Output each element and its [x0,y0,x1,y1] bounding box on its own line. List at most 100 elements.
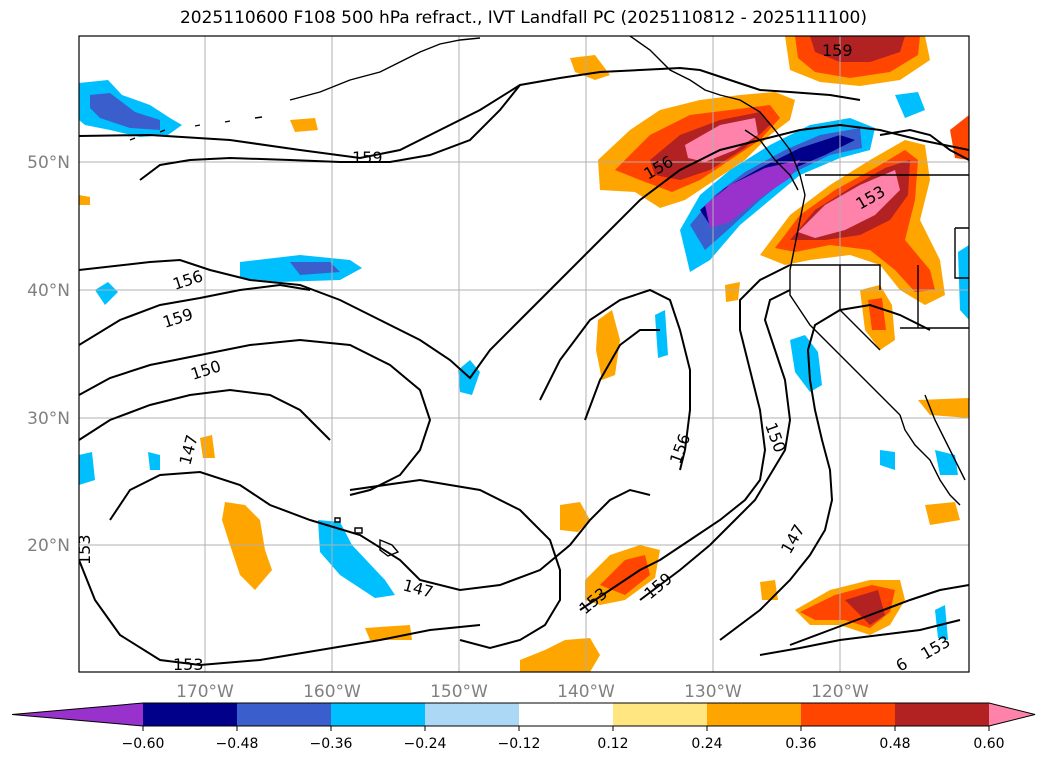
colorbar-segment [237,703,332,726]
colorbar-segment [425,703,520,726]
negative-anomaly-area [90,93,160,130]
negative-anomaly-area [79,452,95,485]
negative-anomaly-area [290,262,340,275]
negative-anomaly-area [880,450,895,470]
contour-line [139,84,521,181]
positive-anomaly-area [798,170,900,238]
positive-anomaly-area [200,435,215,458]
colorbar-segment [613,703,708,726]
map-grid [79,36,969,672]
hawaii-island [334,517,341,523]
positive-anomaly-area [596,310,620,380]
positive-anomaly-area [810,36,905,62]
negative-anomaly-area [935,450,958,475]
negative-anomaly-area [655,310,668,358]
plot-frame [78,35,970,673]
lon-label: 120°W [811,682,869,702]
lat-label: 30°N [27,409,70,429]
contour-label: 159 [352,148,383,167]
colorbar-segment [143,703,238,726]
lat-label: 20°N [27,536,70,556]
colorbar-tick-label: −0.60 [122,736,165,752]
positive-anomaly-area [725,282,740,302]
negative-anomaly-area [958,245,969,320]
colorbar-tick-label: 0.36 [785,736,816,752]
positive-anomaly-area [760,580,778,600]
contour-line [584,329,660,421]
aleutian-islands [129,116,263,141]
colorbar-tick-label: −0.36 [310,736,353,752]
contour-line [79,123,969,380]
contour-line [719,303,931,641]
positive-anomaly-area [918,398,969,418]
negative-anomaly-area [318,520,395,598]
contour-line [639,289,792,601]
positive-anomaly-area [290,118,318,132]
colorbar-segment [519,703,614,726]
lat-label: 50°N [27,153,70,173]
lon-label: 170°W [176,682,234,702]
lon-label: 140°W [557,682,615,702]
contour-label: 153 [75,534,94,565]
contour-line [579,264,791,611]
positive-anomaly-area [79,195,90,205]
longitude-labels: 170°W 160°W 150°W 140°W 130°W 120°W [176,682,869,702]
negative-anomaly-area [705,160,800,228]
colorbar-segment [895,703,990,726]
contour-line [79,283,311,346]
positive-anomaly-area [222,502,272,590]
colorbar-tick-label: 0.60 [973,736,1004,752]
colorbar-tick-label: 0.48 [879,736,910,752]
contour-label: 159 [822,41,853,60]
colorbar-tick-label: −0.48 [216,736,259,752]
colorbar-segment [331,703,426,726]
lon-label: 160°W [303,682,361,702]
latitude-labels: 50°N 40°N 30°N 20°N [27,153,70,556]
contour-line [759,619,961,656]
negative-anomaly-area [95,282,118,305]
baja-coast [899,414,961,506]
contour-line [109,470,651,592]
shading-layer [79,36,969,672]
alaska-coast [629,36,806,196]
positive-anomaly-area [845,590,885,625]
positive-anomaly-area [560,502,590,532]
positive-anomaly-area [925,502,960,525]
colorbar-tick-label: −0.12 [498,736,541,752]
refractivity-contours [79,66,969,667]
colorbar: −0.60 −0.48 −0.36 −0.24 −0.12 0.12 0.24 0.36 0.4… [11,702,1036,752]
colorbar-tick-label: −0.24 [404,736,447,752]
negative-anomaly-area [790,335,822,392]
contour-line [879,128,969,161]
contour-line [349,478,561,650]
colorbar-extend-low [12,703,143,726]
contour-line [79,66,861,160]
contour-line [789,584,969,646]
colorbar-segment [801,703,896,726]
lat-label: 40°N [27,281,70,301]
state-border [790,264,881,290]
gulf-california-coast [924,394,966,481]
bc-islands [744,129,799,191]
contour-line [79,338,432,496]
colorbar-segment [707,703,802,726]
lon-label: 130°W [684,682,742,702]
colorbar-tick-label: 0.24 [691,736,722,752]
map-plot-area: 159 159 156 159 150 147 153 147 153 159 … [75,36,969,674]
positive-anomaly-area [600,555,650,595]
contour-label: 153 [173,655,204,674]
map-title: 2025110600 F108 500 hPa refract., IVT La… [179,8,867,28]
colorbar-tick-label: 0.12 [597,736,628,752]
lon-label: 150°W [430,682,488,702]
colorbar-extend-high [989,703,1035,726]
negative-anomaly-area [895,92,925,118]
positive-anomaly-area [520,638,600,672]
positive-anomaly-area [570,55,610,80]
contour-line [79,388,331,441]
contour-line [79,559,481,667]
contour-line [539,288,691,471]
alaska-coast [289,37,481,101]
state-border [954,227,969,279]
negative-anomaly-area [148,452,160,470]
